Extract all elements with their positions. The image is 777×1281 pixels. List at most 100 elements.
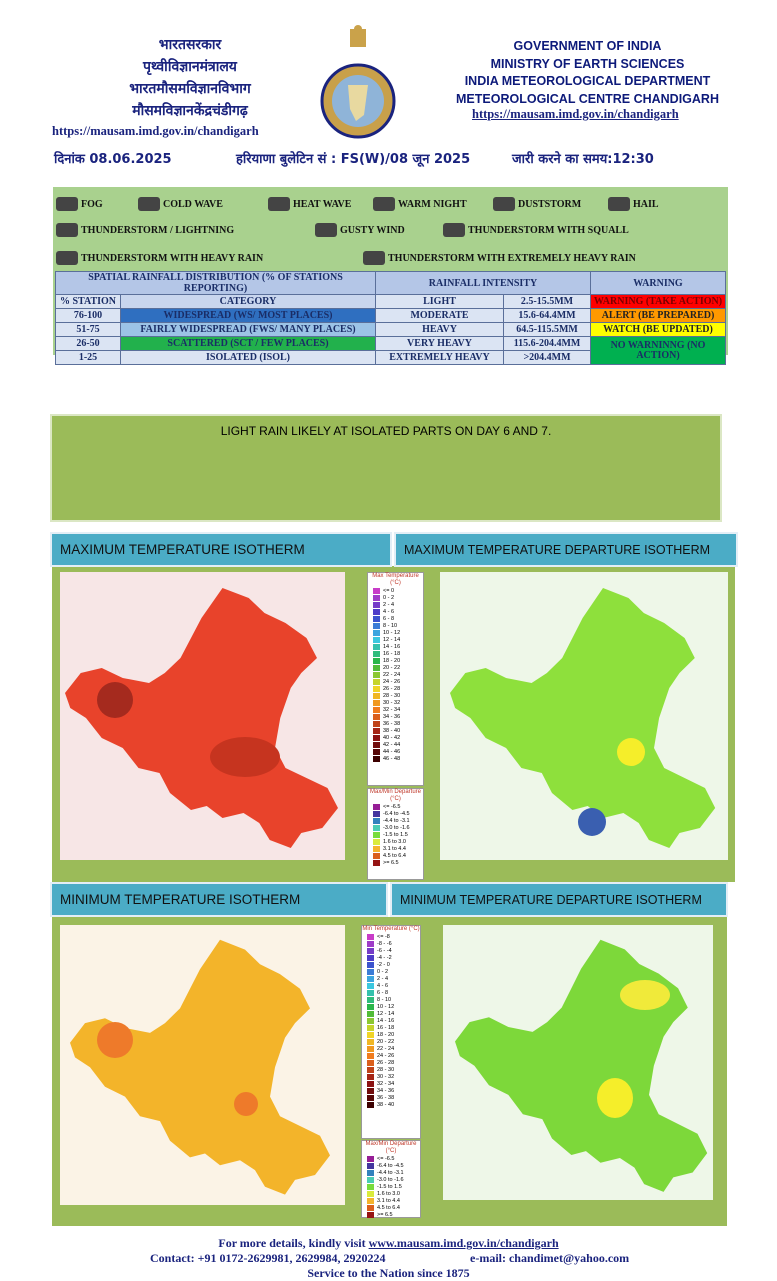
legend-swatch (367, 1038, 374, 1045)
legend-swatch (367, 1101, 374, 1108)
legend-item: 14 - 16 (368, 643, 423, 650)
legend-label: >= 6.5 (377, 1211, 393, 1218)
legend-item: 2 - 4 (368, 601, 423, 608)
icon-item: HAIL (608, 197, 659, 211)
emblem (320, 25, 396, 139)
legend-swatch (367, 1024, 374, 1031)
table-row: % STATION CATEGORY LIGHT 2.5-15.5MM WARNING … (55, 294, 726, 309)
legend-item: 0 - 2 (368, 594, 423, 601)
legend-item: 20 - 22 (368, 664, 423, 671)
legend-item: -6 - -4 (362, 947, 420, 954)
legend-label: 8 - 10 (383, 622, 398, 629)
legend-item: <= -6.5 (362, 1155, 420, 1162)
legend-swatch (367, 975, 374, 982)
legend-swatch (367, 1073, 374, 1080)
legend-swatch (373, 699, 380, 706)
legend-label: 36 - 38 (383, 720, 401, 727)
table-cell: SCATTERED (SCT / FEW PLACES) (120, 336, 376, 351)
table-cell: WIDESPREAD (WS/ MOST PLACES) (120, 308, 376, 323)
legend-swatch (367, 1080, 374, 1087)
icon-item: WARM NIGHT (373, 197, 467, 211)
table-cell: 115.6-204.4MM (503, 336, 591, 351)
hindi-line: मौसमविज्ञानकेंद्रचंडीगढ़ (132, 103, 248, 119)
legend-label: 16 - 18 (377, 1024, 395, 1031)
legend-label: 34 - 36 (383, 713, 401, 720)
legend-label: 4.5 to 6.4 (383, 852, 406, 859)
service: Service to the Nation since 1875 (307, 1266, 470, 1280)
legend-item: 26 - 28 (362, 1059, 420, 1066)
icon-item: THUNDERSTORM WITH SQUALL (443, 223, 629, 237)
legend-item: 34 - 36 (362, 1087, 420, 1094)
legend-swatch (373, 657, 380, 664)
icon-item: THUNDERSTORM / LIGHTNING (56, 223, 234, 237)
legend-swatch (367, 1031, 374, 1038)
table-row: 51-75 FAIRLY WIDESPREAD (FWS/ MANY PLACES… (55, 322, 726, 337)
legend-item: 24 - 26 (362, 1052, 420, 1059)
table-cell: 76-100 (55, 308, 121, 323)
legend-swatch (373, 748, 380, 755)
footer-link[interactable]: www.mausam.imd.gov.in/chandigarh (368, 1236, 559, 1250)
legend-item: -8 - -6 (362, 940, 420, 947)
legend-swatch (373, 671, 380, 678)
legend-item: 44 - 46 (368, 748, 423, 755)
table-cell: 1-25 (55, 350, 121, 365)
legend-swatch (367, 1094, 374, 1101)
legend-swatch (373, 755, 380, 762)
legend-label: 28 - 30 (377, 1066, 395, 1073)
legend-item: 6 - 8 (368, 615, 423, 622)
english-line: INDIA METEOROLOGICAL DEPARTMENT (464, 74, 711, 88)
legend-label: -4 - -2 (377, 954, 392, 961)
legend-swatch (373, 608, 380, 615)
table-header: SPATIAL RAINFALL DISTRIBUTION (% OF STAT… (55, 271, 726, 295)
bulletin-number: हरियाणा बुलेटिन सं : FS(W)/08 जून 2025 (236, 152, 471, 167)
legend-item: 10 - 12 (362, 1003, 420, 1010)
legend-label: 36 - 38 (377, 1094, 395, 1101)
legend-item: <= 0 (368, 587, 423, 594)
panel-title: MINIMUM TEMPERATURE DEPARTURE ISOTHERM (390, 882, 728, 917)
legend-swatch (367, 1052, 374, 1059)
icon-label: COLD WAVE (163, 198, 223, 210)
table-row: 26-50 SCATTERED (SCT / FEW PLACES) VERY HE… (55, 336, 726, 365)
legend-item: 18 - 20 (368, 657, 423, 664)
legend-item: 22 - 24 (368, 671, 423, 678)
legend-swatch (373, 636, 380, 643)
legend-item: 0 - 2 (362, 968, 420, 975)
legend-label: 30 - 32 (383, 699, 401, 706)
legend-item: 28 - 30 (362, 1066, 420, 1073)
legend-item: >= 6.5 (362, 1211, 420, 1218)
legend-label: 6 - 8 (383, 615, 395, 622)
legend-title: Max/Min Departure (°C) (365, 1141, 417, 1154)
legend-item: 16 - 18 (368, 650, 423, 657)
legend-swatch (367, 961, 374, 968)
legend-swatch (373, 845, 380, 852)
legend-swatch (367, 1211, 374, 1218)
legend-label: -1.5 to 1.5 (383, 831, 408, 838)
icon-symbol (363, 251, 385, 265)
url[interactable]: https://mausam.imd.gov.in/chandigarh (472, 107, 679, 121)
footer-text: For more details, kindly visit (218, 1236, 366, 1250)
legend-label: 44 - 46 (383, 748, 401, 755)
legend-item: 42 - 44 (368, 741, 423, 748)
legend-label: 14 - 16 (383, 643, 401, 650)
legend-item: <= -8 (362, 933, 420, 940)
icon-item: GUSTY WIND (315, 223, 405, 237)
legend-label: -6.4 to -4.5 (377, 1162, 404, 1169)
legend-label: 3.1 to 4.4 (377, 1197, 400, 1204)
legend-swatch (373, 664, 380, 671)
icon-label: THUNDERSTORM WITH HEAVY RAIN (81, 252, 264, 264)
icon-item: DUSTSTORM (493, 197, 581, 211)
departure-legend: Max/Min Departure (°C) <= -6.5 -6.4 to -4.… (367, 788, 424, 880)
legend-title: Max Temperature (°C) (372, 573, 419, 586)
legend-swatch (373, 594, 380, 601)
table-cell: >204.4MM (503, 350, 591, 365)
hindi-line: भारतमौसमविज्ञानविभाग (129, 81, 251, 97)
icon-label: FOG (81, 198, 103, 210)
legend-label: <= -6.5 (377, 1155, 395, 1162)
departure-legend: Max/Min Departure (°C) <= -6.5 -6.4 to -4.… (361, 1140, 421, 1218)
table-row: 1-25 ISOLATED (ISOL) EXTREMELY HEAVY >204.4… (55, 350, 726, 365)
legend-label: 38 - 40 (377, 1101, 395, 1108)
legend-swatch (367, 1183, 374, 1190)
icon-label: THUNDERSTORM / LIGHTNING (81, 224, 235, 236)
legend-label: 6 - 8 (377, 989, 389, 996)
legend-item: 4.5 to 6.4 (368, 852, 423, 859)
